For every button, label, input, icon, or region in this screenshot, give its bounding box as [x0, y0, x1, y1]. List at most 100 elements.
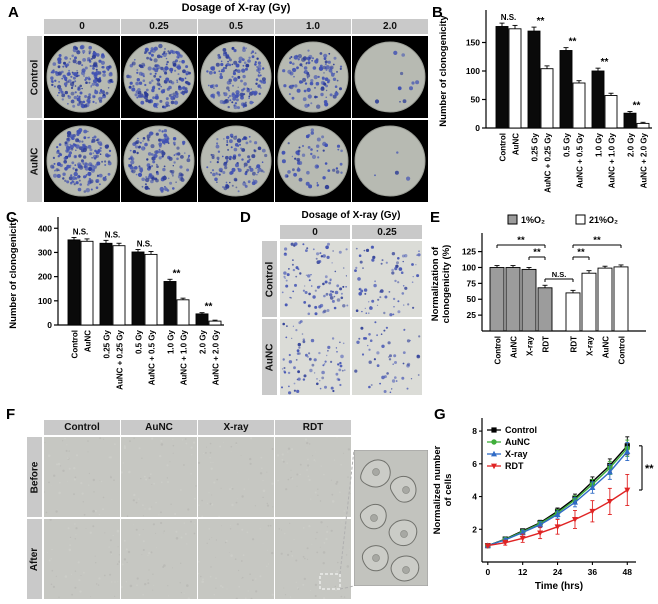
svg-text:AuNC: AuNC	[602, 336, 611, 358]
panel-a-row-header: AuNC	[27, 120, 42, 202]
svg-text:X-ray: X-ray	[505, 449, 528, 459]
colony-well-image	[352, 319, 422, 395]
panel-f-micrographs: F Control AuNC X-ray RDT Before After	[0, 404, 430, 604]
svg-text:AuNC: AuNC	[510, 336, 519, 358]
bar-chart-c-svg: 0 100 200 300 400 Number of clonogenicity Cont…	[8, 217, 224, 390]
svg-text:400: 400	[38, 223, 52, 233]
svg-text:100: 100	[466, 66, 480, 76]
panel-a-title: Dosage of X-ray (Gy)	[181, 2, 291, 14]
svg-text:Control: Control	[499, 133, 508, 161]
colony-well-image	[280, 241, 350, 317]
svg-text:25: 25	[467, 310, 477, 320]
colony-dish-image	[352, 120, 428, 202]
micrograph-image	[44, 519, 120, 599]
panel-a-label: A	[8, 4, 19, 21]
svg-text:1.0 Gy: 1.0 Gy	[595, 132, 604, 157]
svg-text:AuNC + 0.25 Gy: AuNC + 0.25 Gy	[116, 329, 125, 389]
svg-text:Control: Control	[505, 425, 537, 435]
svg-text:4: 4	[472, 492, 477, 502]
clonogenicity-bar-chart-c: 0 100 200 300 400 Number of clonogenicity Cont…	[0, 207, 238, 403]
panel-f-group-header: RDT	[275, 420, 351, 435]
micrograph-svg	[121, 520, 196, 599]
svg-text:Control: Control	[618, 336, 627, 364]
micrograph-svg	[47, 519, 120, 598]
svg-text:1%O₂: 1%O₂	[521, 215, 545, 225]
panel-f-row-header: Before	[27, 437, 42, 517]
panel-f-group-header: AuNC	[121, 420, 197, 435]
colony-dish-image	[275, 36, 351, 118]
svg-text:0: 0	[47, 320, 52, 330]
svg-text:0.5 Gy: 0.5 Gy	[563, 132, 572, 157]
panel-d-row-header: Control	[262, 241, 277, 317]
panel-d-row-header: AuNC	[262, 319, 277, 395]
svg-text:clonogenicity (%): clonogenicity (%)	[441, 245, 452, 324]
svg-text:0.5 Gy: 0.5 Gy	[135, 329, 144, 354]
colony-dish-svg	[200, 125, 272, 197]
svg-text:AuNC + 0.5 Gy: AuNC + 0.5 Gy	[148, 329, 157, 385]
svg-text:48: 48	[623, 567, 633, 577]
micrograph-image	[275, 437, 351, 517]
colony-dish-image	[44, 36, 120, 118]
colony-dish-svg	[277, 41, 349, 113]
colony-dish-image	[44, 120, 120, 202]
svg-text:2.0 Gy: 2.0 Gy	[627, 132, 636, 157]
micrograph-svg	[121, 437, 197, 517]
svg-text:36: 36	[588, 567, 598, 577]
bar-chart-e-svg: 25 50 75 100 125 Normalization of clonogenicit…	[430, 214, 646, 364]
panel-g-label: G	[434, 406, 446, 423]
micrograph-svg	[198, 523, 274, 599]
panel-d-title: Dosage of X-ray (Gy)	[301, 210, 401, 221]
svg-text:RDT: RDT	[505, 461, 524, 471]
panel-a-dose-header: 0.5	[198, 19, 274, 34]
panel-a-colony-assay: A Dosage of X-ray (Gy) 0 0.25 0.5 1.0 2.0 Con…	[0, 0, 430, 206]
svg-text:Normalized number: Normalized number	[432, 445, 443, 534]
svg-text:N.S.: N.S.	[501, 13, 517, 22]
svg-text:N.S.: N.S.	[73, 227, 89, 236]
svg-text:Number of clonogenicity: Number of clonogenicity	[8, 217, 19, 329]
colony-dish-image	[121, 120, 197, 202]
panel-e-label: E	[430, 209, 441, 226]
svg-text:N.S.: N.S.	[137, 240, 153, 249]
micrograph-image	[121, 437, 197, 517]
svg-text:AuNC + 2.0 Gy: AuNC + 2.0 Gy	[212, 329, 221, 385]
svg-text:125: 125	[462, 247, 476, 257]
colony-dish-svg	[277, 125, 349, 197]
colony-dish-svg	[123, 125, 195, 197]
panel-d-dose-header: 0.25	[352, 225, 422, 239]
panel-a-dose-header: 0.25	[121, 19, 197, 34]
panel-f-label: F	[6, 406, 16, 423]
colony-well-svg	[354, 245, 421, 317]
colony-dish-image	[121, 36, 197, 118]
svg-text:AuNC: AuNC	[512, 133, 521, 155]
svg-text:**: **	[173, 268, 181, 279]
normalized-clonogenicity-chart: 25 50 75 100 125 Normalization of clonogenicit…	[428, 207, 658, 403]
svg-text:X-ray: X-ray	[586, 335, 595, 356]
svg-text:AuNC + 1.0 Gy: AuNC + 1.0 Gy	[608, 132, 617, 188]
colony-well-svg	[281, 320, 346, 395]
svg-text:12: 12	[518, 567, 528, 577]
bar-chart-b-svg: 0 50 100 150 Number of clonogenicity Control A…	[438, 10, 652, 193]
panel-d-dose-header: 0	[280, 225, 350, 239]
colony-well-image	[280, 319, 350, 395]
svg-text:0: 0	[485, 567, 490, 577]
svg-text:AuNC + 0.25 Gy: AuNC + 0.25 Gy	[544, 132, 553, 192]
svg-text:0: 0	[475, 123, 480, 133]
svg-text:0.25 Gy: 0.25 Gy	[103, 329, 112, 358]
colony-dish-image	[198, 36, 274, 118]
colony-dish-svg	[46, 41, 118, 113]
svg-text:21%O₂: 21%O₂	[589, 215, 618, 225]
svg-text:**: **	[601, 57, 609, 68]
panel-e-bar-chart: E 25 50 75 100 125 Normalization of clonogenic…	[428, 207, 658, 403]
svg-text:150: 150	[466, 38, 480, 48]
colony-dish-image	[275, 120, 351, 202]
svg-text:AuNC: AuNC	[84, 330, 93, 352]
svg-text:Time (hrs): Time (hrs)	[535, 581, 583, 592]
svg-text:AuNC: AuNC	[505, 437, 530, 447]
panel-a-dose-header: 2.0	[352, 19, 428, 34]
micrograph-svg	[276, 437, 351, 517]
micrograph-image	[44, 437, 120, 517]
colony-well-image	[352, 241, 422, 317]
svg-text:RDT: RDT	[570, 336, 579, 353]
svg-text:100: 100	[38, 296, 52, 306]
panel-a-row-header: Control	[27, 36, 42, 118]
